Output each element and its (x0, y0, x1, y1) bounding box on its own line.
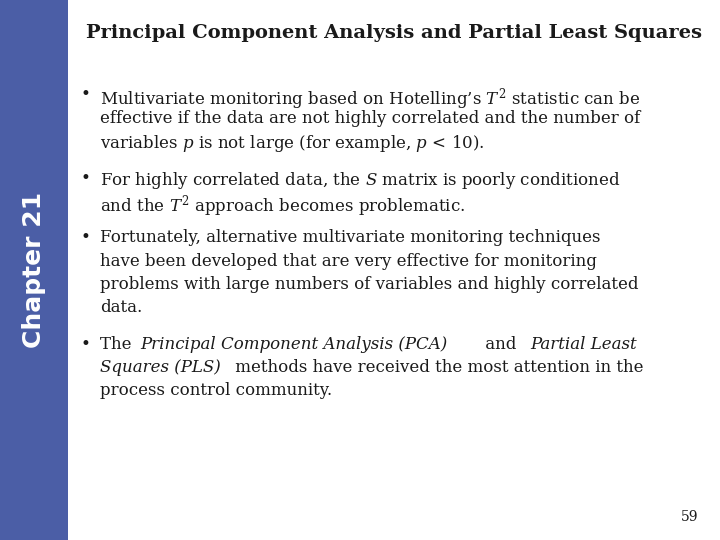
Text: •: • (81, 230, 91, 246)
Text: For highly correlated data, the $\mathit{S}$ matrix is poorly conditioned: For highly correlated data, the $\mathit… (100, 170, 621, 191)
Text: data.: data. (100, 299, 143, 316)
Text: and the $T^2$ approach becomes problematic.: and the $T^2$ approach becomes problemat… (100, 193, 465, 219)
Text: The: The (100, 336, 137, 353)
Text: Chapter 21: Chapter 21 (22, 192, 46, 348)
Text: have been developed that are very effective for monitoring: have been developed that are very effect… (100, 253, 597, 269)
Text: Fortunately, alternative multivariate monitoring techniques: Fortunately, alternative multivariate mo… (100, 230, 600, 246)
Text: 59: 59 (681, 510, 698, 524)
Text: problems with large numbers of variables and highly correlated: problems with large numbers of variables… (100, 276, 639, 293)
Text: process control community.: process control community. (100, 382, 332, 399)
Text: •: • (81, 86, 91, 103)
Text: Squares (PLS): Squares (PLS) (100, 359, 221, 376)
Text: •: • (81, 336, 91, 353)
Text: effective if the data are not highly correlated and the number of: effective if the data are not highly cor… (100, 110, 640, 126)
Text: •: • (81, 170, 91, 186)
Text: Principal Component Analysis (PCA): Principal Component Analysis (PCA) (140, 336, 447, 353)
Text: Principal Component Analysis and Partial Least Squares: Principal Component Analysis and Partial… (86, 24, 702, 42)
Text: and: and (480, 336, 522, 353)
Text: variables $p$ is not large (for example, $p$ < 10).: variables $p$ is not large (for example,… (100, 133, 485, 154)
Text: Multivariate monitoring based on Hotelling’s $T^2$ statistic can be: Multivariate monitoring based on Hotelli… (100, 86, 641, 112)
Text: Partial Least: Partial Least (530, 336, 636, 353)
Text: methods have received the most attention in the: methods have received the most attention… (230, 359, 644, 376)
